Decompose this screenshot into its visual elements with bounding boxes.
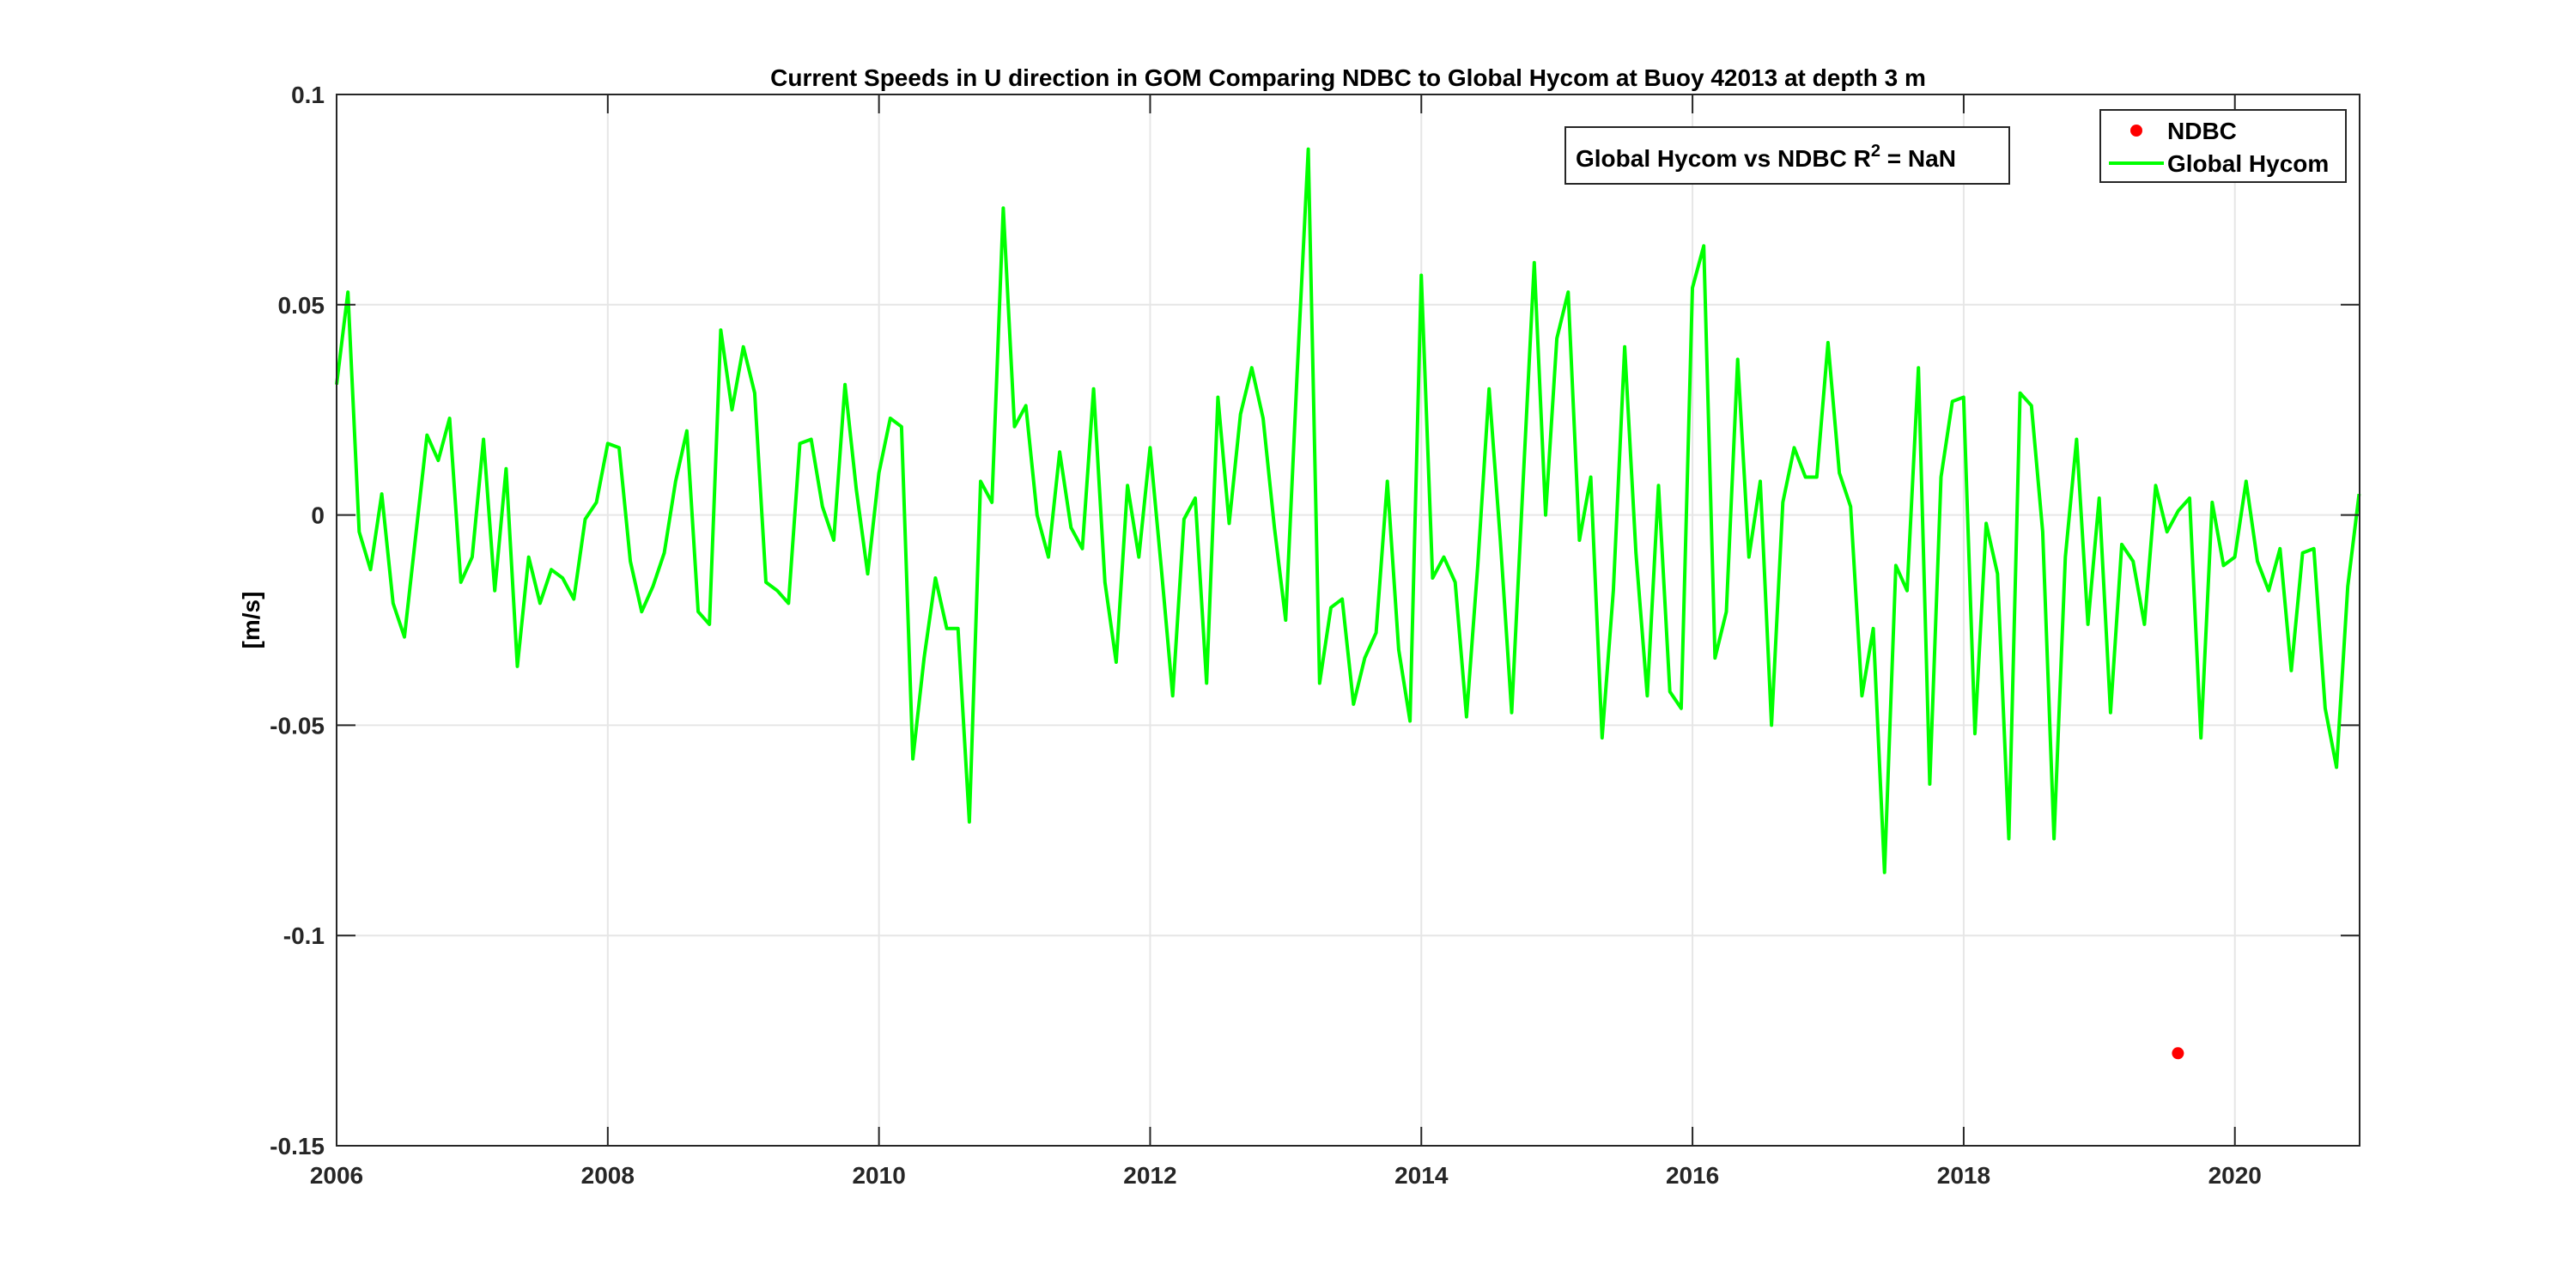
x-tick-label: 2016	[1666, 1162, 1719, 1189]
y-tick-label: 0.05	[278, 292, 325, 319]
y-axis-label: [m/s]	[238, 592, 264, 649]
y-tick-label: 0.1	[291, 82, 325, 108]
plot-frame	[336, 94, 2360, 1147]
y-tick-label: -0.15	[270, 1133, 325, 1159]
x-tick-label: 2008	[581, 1162, 635, 1189]
series-layer	[335, 147, 2361, 1060]
ndbc-point	[2172, 1047, 2184, 1060]
legend-ndbc-label: NDBC	[2167, 118, 2237, 144]
x-tick-label: 2018	[1937, 1162, 1990, 1189]
x-tick-label: 2020	[2208, 1162, 2262, 1189]
legend: NDBC Global Hycom	[2099, 109, 2347, 183]
r2-annotation-box	[1564, 126, 2010, 185]
r2-annotation-text: Global Hycom vs NDBC R2 = NaN	[1576, 142, 1956, 172]
series-line-global-hycom	[335, 147, 2361, 874]
y-tick-label: -0.1	[283, 922, 325, 949]
r2-annotation: Global Hycom vs NDBC R2 = NaN	[1564, 126, 2010, 185]
y-tick-label: 0	[311, 502, 325, 529]
r2-suffix: = NaN	[1880, 145, 1956, 172]
y-tick-label: -0.05	[270, 712, 325, 739]
ticks: 2006 2008 2010 2012 2014 2016 2018 2020 -0.15 -0.…	[270, 82, 2360, 1189]
legend-ndbc-marker	[2130, 125, 2142, 137]
plot-area	[337, 94, 2360, 1146]
x-tick-label: 2014	[1394, 1162, 1449, 1189]
chart-title: Current Speeds in U direction in GOM Com…	[770, 64, 1926, 91]
x-tick-label: 2012	[1123, 1162, 1176, 1189]
r2-prefix: Global Hycom vs NDBC R	[1576, 145, 1871, 172]
legend-box	[2099, 109, 2347, 183]
r2-superscript: 2	[1871, 142, 1880, 161]
x-tick-label: 2006	[310, 1162, 363, 1189]
x-tick-label: 2010	[852, 1162, 905, 1189]
legend-hycom-label: Global Hycom	[2167, 150, 2329, 177]
